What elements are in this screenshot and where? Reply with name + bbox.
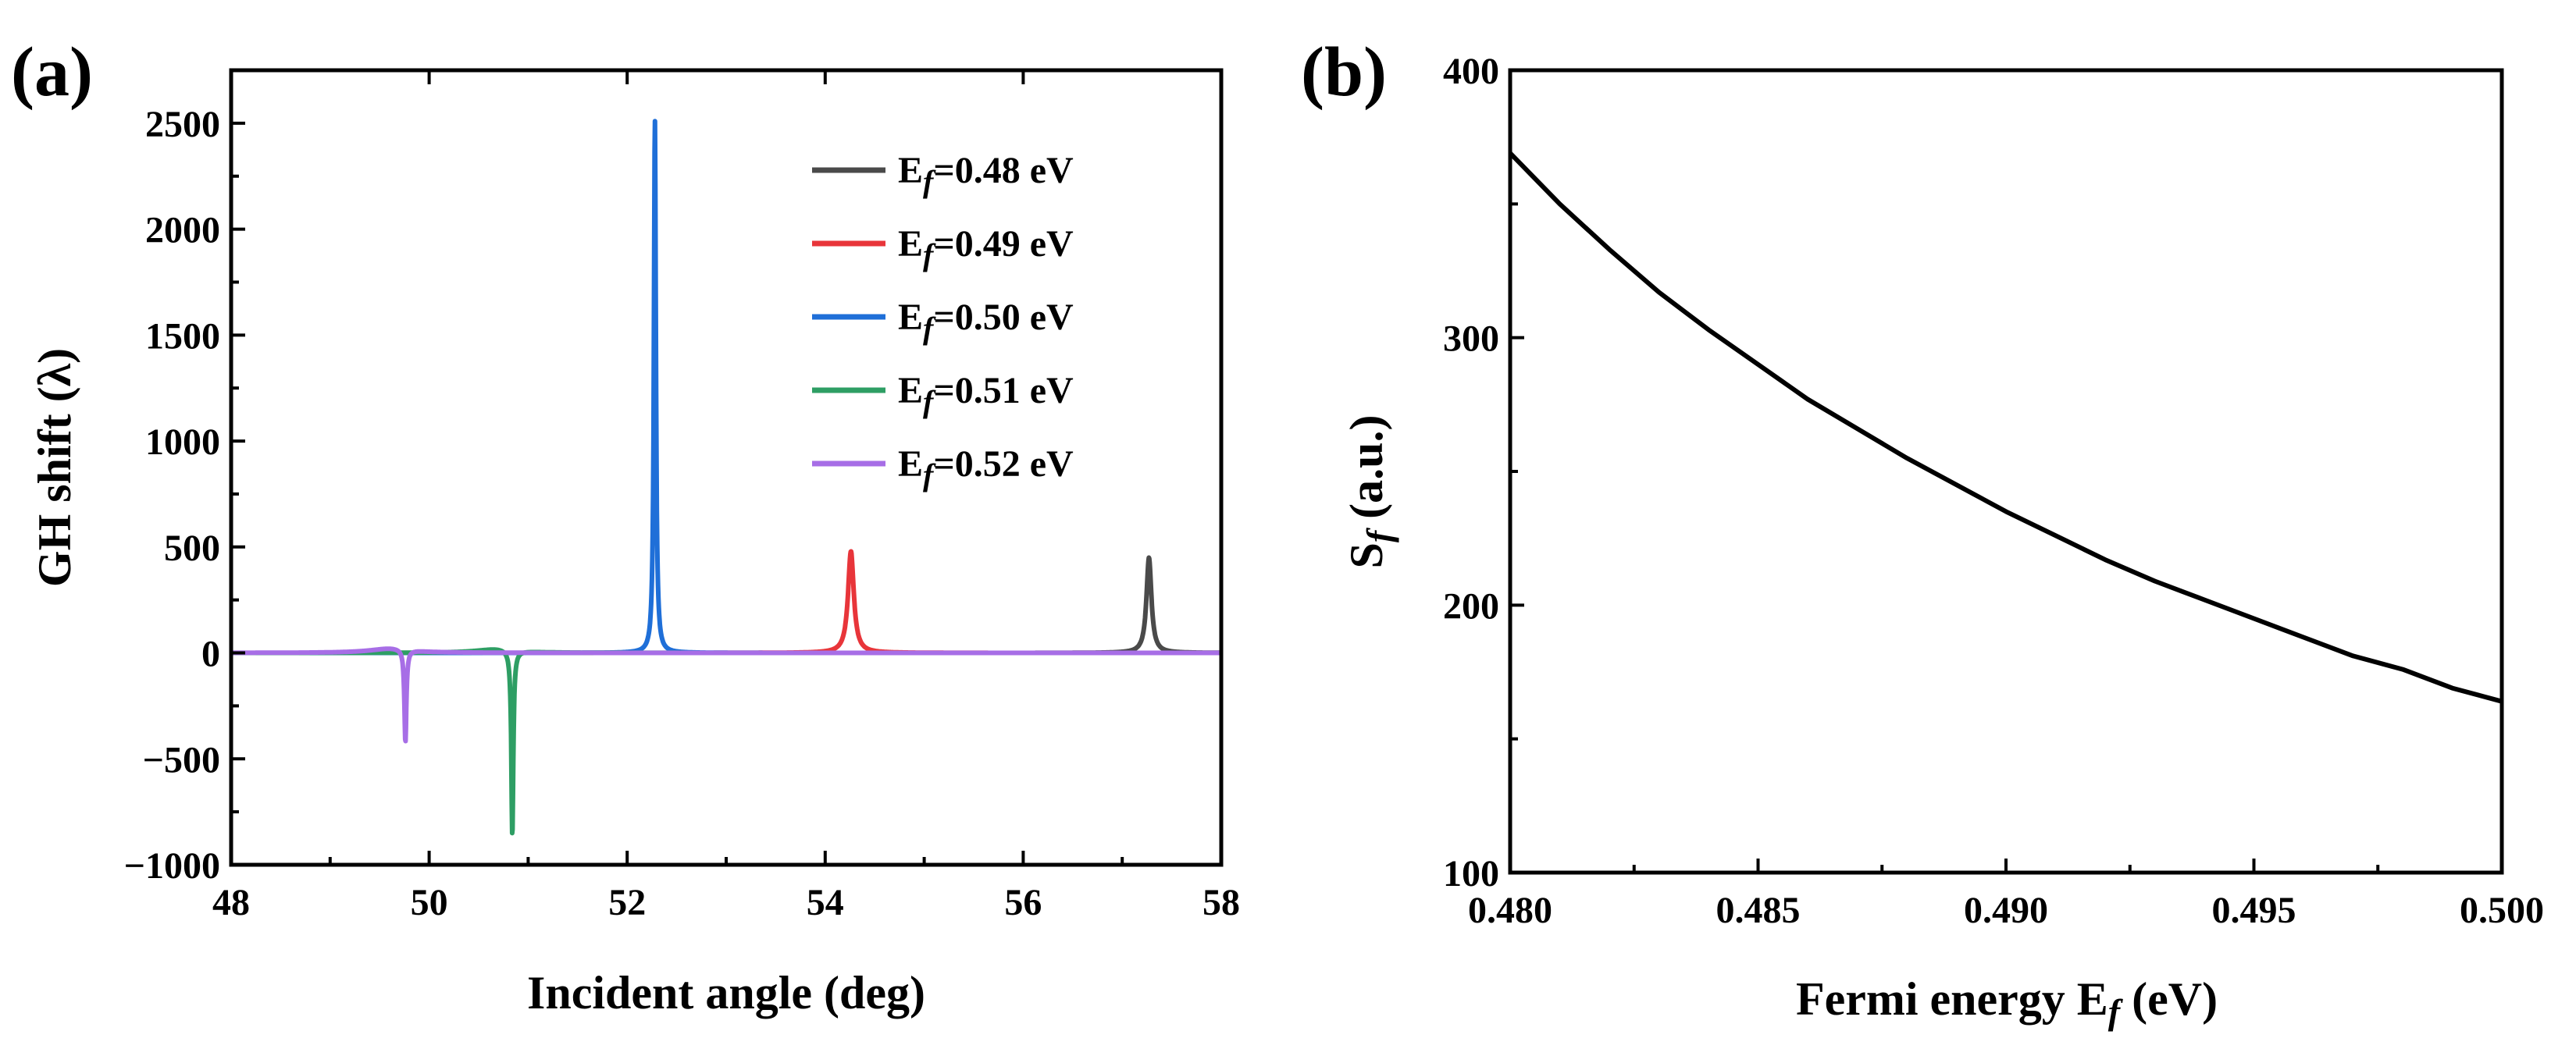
panel-a-y-tick-label: 2500 <box>145 104 220 145</box>
panel-b-y-tick-label: 400 <box>1443 51 1499 92</box>
panel-a: (a) −1000 −500 0 500 1000 1500 2000 2500 48 50 52… <box>11 34 1240 1019</box>
legend-entry-label: Ef=0.51 eV <box>898 370 1074 419</box>
legend-entry-label: Ef=0.50 eV <box>898 297 1074 346</box>
panel-a-x-tick-label: 48 <box>212 882 250 923</box>
panel-a-y-tick-label: 500 <box>164 528 220 569</box>
panel-a-series-line <box>229 646 1224 744</box>
legend-entry-sub: f <box>923 164 936 199</box>
panel-b-y-axis-label-suffix: (a.u.) <box>1341 414 1392 530</box>
panel-b: (b) 100 200 300 400 0.480 0.485 0.490 0.495 0.5… <box>1301 34 2544 1032</box>
legend-entry-label: Ef=0.48 eV <box>898 150 1074 199</box>
panel-a-series-line <box>229 647 1224 836</box>
panel-a-x-tick-label: 50 <box>411 882 448 923</box>
panel-a-x-tick-label: 52 <box>608 882 646 923</box>
panel-a-y-tick-label: −1000 <box>124 845 220 887</box>
panel-a-y-tick-label: −500 <box>143 739 220 780</box>
panel-b-frame <box>1508 68 2504 875</box>
panel-a-y-tick-label: 0 <box>201 634 220 675</box>
legend-entry-suffix: =0.52 eV <box>933 443 1074 485</box>
panel-a-y-tick-label: 1000 <box>145 421 220 463</box>
panel-b-series-group <box>1508 151 2503 704</box>
panel-b-x-tick-label: 0.500 <box>2460 890 2544 931</box>
panel-a-x-tick-label: 54 <box>807 882 844 923</box>
panel-a-x-tick-label: 56 <box>1004 882 1042 923</box>
legend-entry-main: E <box>898 297 923 338</box>
panel-b-y-tick-labels: 100 200 300 400 <box>1443 51 1499 894</box>
panel-b-x-tick-labels: 0.480 0.485 0.490 0.495 0.500 <box>1468 890 2544 931</box>
legend-entry-suffix: =0.49 eV <box>933 223 1074 265</box>
panel-b-ticks <box>1509 69 2503 874</box>
legend-entry-main: E <box>898 370 923 411</box>
panel-a-x-tick-labels: 48 50 52 54 56 58 <box>212 882 1240 923</box>
panel-b-x-axis-label-suffix: (eV) <box>2120 973 2218 1025</box>
legend-entry-suffix: =0.48 eV <box>933 150 1074 191</box>
legend-entry-suffix: =0.50 eV <box>933 297 1074 338</box>
panel-b-series-line <box>1508 151 2503 704</box>
panel-b-y-axis-label: Sf (a.u.) <box>1341 414 1399 568</box>
legend-entry-sub: f <box>923 457 936 492</box>
panel-b-x-tick-label: 0.495 <box>2212 890 2296 931</box>
panel-a-label: (a) <box>11 34 93 111</box>
panel-b-y-axis-label-sub: f <box>1359 527 1399 542</box>
legend-entry-label: Ef=0.49 eV <box>898 223 1074 272</box>
panel-b-x-tick-label: 0.480 <box>1468 890 1552 931</box>
legend-entry-main: E <box>898 223 923 265</box>
panel-b-x-axis-label-main: Fermi energy E <box>1796 973 2108 1025</box>
panel-a-series-line <box>229 555 1224 656</box>
legend-entry-main: E <box>898 150 923 191</box>
panel-a-y-axis-label: GH shift (λ) <box>29 348 80 587</box>
panel-b-y-tick-label: 100 <box>1443 853 1499 894</box>
legend-entry-sub: f <box>923 384 936 419</box>
legend-entry-main: E <box>898 443 923 485</box>
legend-entry-sub: f <box>923 237 936 272</box>
panel-b-y-tick-label: 300 <box>1443 318 1499 360</box>
panel-a-series-line <box>229 549 1224 656</box>
panel-a-ticks <box>230 69 1223 866</box>
panel-a-y-tick-label: 1500 <box>145 315 220 357</box>
legend-entry-suffix: =0.51 eV <box>933 370 1074 411</box>
panel-b-x-axis-label: Fermi energy Ef (eV) <box>1796 973 2218 1032</box>
panel-a-y-tick-labels: −1000 −500 0 500 1000 1500 2000 2500 <box>124 104 220 887</box>
legend-entry-label: Ef=0.52 eV <box>898 443 1074 492</box>
panel-b-x-axis-label-sub: f <box>2108 992 2124 1032</box>
panel-b-label: (b) <box>1301 34 1387 111</box>
panel-a-x-axis-label: Incident angle (deg) <box>527 967 925 1019</box>
panel-b-y-axis-label-main: S <box>1341 542 1392 568</box>
legend-entry-sub: f <box>923 311 936 346</box>
panel-a-x-tick-label: 58 <box>1202 882 1240 923</box>
panel-b-x-tick-label: 0.490 <box>1964 890 2048 931</box>
panel-b-y-tick-label: 200 <box>1443 585 1499 627</box>
panel-b-x-tick-label: 0.485 <box>1716 890 1801 931</box>
panel-a-series-group <box>229 119 1224 836</box>
panel-a-y-tick-label: 2000 <box>145 210 220 251</box>
